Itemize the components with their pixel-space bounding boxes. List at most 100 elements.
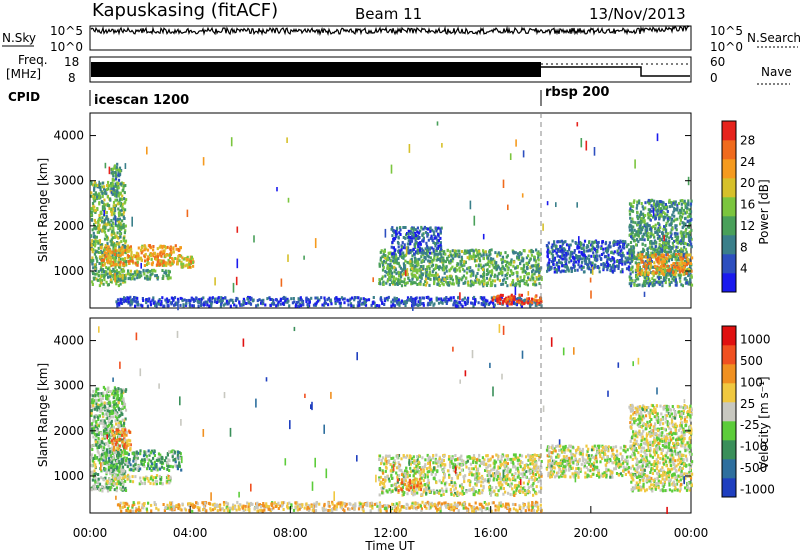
echo-cell [657, 256, 660, 260]
echo-cell [118, 408, 121, 411]
echo-cell [461, 276, 464, 280]
echo-cell [180, 262, 183, 266]
echo-cell [90, 424, 94, 428]
echo-cell [131, 216, 133, 227]
echo-cell [652, 279, 656, 282]
echo-cell [506, 265, 509, 269]
echo-cell [107, 180, 110, 184]
echo-cell [512, 250, 515, 254]
echo-cell [471, 301, 474, 305]
echo-cell [390, 259, 393, 263]
echo-cell [518, 293, 521, 297]
echo-cell [272, 302, 275, 306]
echo-cell [677, 256, 681, 260]
echo-cell [586, 244, 589, 248]
echo-cell [566, 252, 570, 256]
echo-cell [178, 259, 181, 263]
echo-cell [632, 235, 635, 239]
echo-cell [91, 448, 94, 451]
echo-cell [555, 263, 558, 267]
echo-cell [486, 268, 489, 272]
echo-cell [118, 241, 121, 245]
echo-cell [114, 247, 117, 251]
echo-cell [152, 301, 155, 305]
echo-cell [409, 236, 412, 239]
echo-cell [628, 268, 631, 272]
echo-cell [658, 270, 661, 274]
echo-cell [111, 273, 114, 277]
ytick-label: 4000 [53, 129, 84, 143]
echo-cell [644, 260, 647, 264]
echo-cell [171, 257, 174, 261]
echo-cell [161, 269, 164, 272]
echo-cell [537, 267, 540, 271]
echo-cell [596, 250, 599, 254]
echo-cell [107, 275, 110, 279]
echo-cell [546, 250, 549, 254]
echo-cell [494, 284, 497, 288]
echo-cell [114, 182, 117, 186]
echo-cell [469, 284, 472, 288]
echo-cell [380, 277, 384, 281]
colorbar-tick-label: 4 [740, 262, 748, 276]
echo-cell [584, 258, 587, 262]
echo-cell [90, 401, 94, 405]
echo-cell [644, 206, 647, 210]
echo-cell [144, 276, 147, 280]
echo-cell [396, 226, 399, 230]
echo-cell [671, 204, 674, 208]
echo-cell [630, 227, 634, 231]
echo-cell [674, 276, 677, 280]
echo-cell [633, 228, 636, 232]
echo-cell [661, 241, 665, 245]
echo-cell [453, 251, 456, 255]
echo-cell [378, 282, 381, 285]
echo-cell [120, 471, 123, 475]
echo-cell [505, 255, 508, 259]
echo-cell [105, 394, 108, 398]
echo-cell [583, 239, 587, 243]
echo-cell [526, 297, 529, 301]
echo-cell [593, 254, 596, 258]
echo-cell [531, 301, 534, 305]
echo-cell [167, 262, 170, 266]
freq-tick-top: 18 [64, 55, 79, 69]
echo-cell [415, 237, 418, 241]
echo-cell [670, 280, 673, 284]
echo-cell [105, 192, 108, 196]
echo-cell [115, 402, 118, 406]
echo-cell [101, 185, 104, 189]
echo-cell [122, 280, 125, 284]
echo-cell [140, 246, 144, 250]
echo-cell [141, 304, 144, 308]
echo-cell [118, 248, 121, 252]
echo-cell [662, 258, 665, 261]
echo-cell [224, 302, 227, 306]
echo-cell [95, 277, 98, 281]
echo-cell [635, 265, 639, 269]
echo-cell [182, 304, 185, 308]
echo-cell [557, 265, 561, 269]
echo-cell [680, 256, 683, 260]
echo-cell [156, 255, 159, 259]
echo-cell [617, 264, 620, 268]
echo-cell [116, 202, 119, 206]
echo-cell [429, 277, 432, 281]
echo-cell [440, 278, 443, 282]
echo-cell [116, 187, 119, 191]
echo-cell [115, 489, 118, 493]
echo-cell [339, 304, 342, 308]
echo-cell [502, 278, 505, 282]
echo-cell [655, 257, 658, 261]
echo-cell [620, 257, 623, 261]
echo-cell [472, 304, 475, 308]
echo-cell [454, 253, 457, 257]
echo-cell [676, 232, 679, 236]
echo-cell [94, 255, 98, 259]
echo-cell [94, 199, 97, 203]
echo-cell [647, 281, 650, 285]
echo-cell [448, 280, 451, 284]
echo-cell [391, 266, 394, 270]
echo-cell [127, 261, 131, 265]
echo-cell [690, 199, 693, 203]
